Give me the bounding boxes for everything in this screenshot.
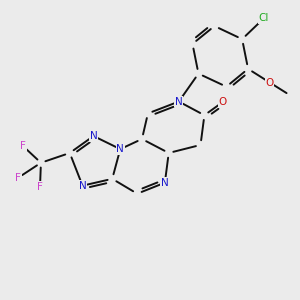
Text: N: N [175, 97, 183, 106]
Text: N: N [116, 144, 124, 154]
Text: Cl: Cl [259, 13, 269, 23]
Text: N: N [79, 181, 86, 191]
Text: N: N [161, 178, 169, 188]
Text: F: F [15, 172, 21, 183]
Text: N: N [90, 131, 98, 141]
Text: O: O [266, 77, 274, 88]
Text: F: F [37, 182, 43, 192]
Text: F: F [20, 141, 26, 151]
Text: O: O [218, 98, 226, 107]
